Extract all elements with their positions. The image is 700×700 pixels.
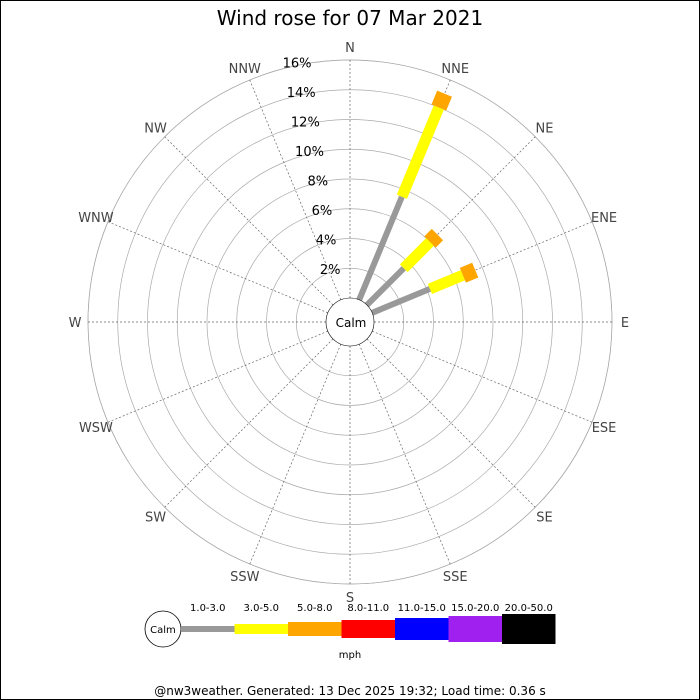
footer-credits: @nw3weather. Generated: 13 Dec 2025 19:3…	[154, 684, 546, 698]
legend-bin-label: 11.0-15.0	[398, 603, 446, 614]
percent-tick-label: 6%	[312, 204, 333, 219]
direction-label-se: SE	[536, 510, 552, 525]
percent-tick-label: 2%	[320, 263, 341, 278]
petal-ne-bin-2	[424, 228, 444, 248]
percent-tick-label: 10%	[295, 145, 324, 160]
direction-label-w: W	[69, 316, 82, 331]
legend-bin-label: 8.0-11.0	[347, 603, 389, 614]
petal-ene-bin-1	[427, 270, 465, 294]
direction-label-wnw: WNW	[78, 211, 114, 226]
direction-label-sse: SSE	[443, 570, 468, 585]
direction-label-e: E	[621, 316, 629, 331]
direction-label-nne: NNE	[441, 62, 469, 77]
legend-bin-label: 5.0-8.0	[297, 603, 332, 614]
grid-circle	[206, 178, 494, 466]
direction-label-ene: ENE	[591, 211, 617, 226]
legend-bar-5	[448, 616, 502, 642]
petal-nne-bin-2	[431, 90, 452, 111]
legend-bin-label: 3.0-5.0	[244, 603, 279, 614]
legend-bar-6	[502, 614, 556, 644]
direction-label-ese: ESE	[592, 421, 617, 436]
direction-labels: N NNE NE ENE E ESE SE SSE S SSW SW WSW W WNW NW NNW	[69, 41, 630, 606]
grid-circle	[147, 119, 553, 525]
legend-bar-3	[341, 620, 395, 638]
speed-legend: Calm 1.0-3.0 3.0-5.0 5.0-8.0 8.0-11.0 11.0-1…	[144, 603, 556, 661]
direction-label-nw: NW	[144, 122, 167, 137]
direction-label-wsw: WSW	[79, 421, 113, 436]
legend-bin-label: 20.0-50.0	[505, 603, 553, 614]
percent-tick-label: 16%	[283, 57, 312, 72]
direction-label-ne: NE	[535, 122, 553, 137]
grid-circle	[266, 238, 434, 406]
legend-bin-label: 1.0-3.0	[190, 603, 225, 614]
calm-circle	[325, 297, 375, 347]
direction-label-ssw: SSW	[230, 570, 260, 585]
legend-bar-0	[181, 626, 235, 632]
legend-bin-label: 15.0-20.0	[451, 603, 499, 614]
direction-label-s: S	[346, 591, 354, 606]
percent-tick-label: 14%	[287, 86, 316, 101]
petal-nne-bin-0	[356, 195, 405, 301]
percent-tick-label: 12%	[291, 115, 320, 130]
wind-petals	[356, 90, 479, 316]
calm-center: Calm	[325, 297, 375, 347]
direction-label-n: N	[345, 41, 355, 56]
percent-tick-label: 4%	[316, 233, 337, 248]
calm-label: Calm	[336, 316, 367, 330]
direction-label-nnw: NNW	[229, 62, 261, 77]
direction-label-sw: SW	[145, 510, 166, 525]
legend-unit-label: mph	[339, 650, 361, 661]
petal-nne-bin-1	[396, 105, 444, 199]
legend-bar-4	[395, 618, 449, 640]
chart-title: Wind rose for 07 Mar 2021	[216, 6, 484, 30]
legend-bars: 1.0-3.0 3.0-5.0 5.0-8.0 8.0-11.0 11.0-15.0 15…	[181, 603, 556, 644]
percent-tick-label: 8%	[307, 174, 328, 189]
legend-bar-1	[234, 624, 288, 634]
petal-ne-bin-0	[364, 266, 406, 308]
percent-labels: 2% 4% 6% 8% 10% 12% 14% 16%	[283, 57, 341, 278]
petal-ene-bin-0	[371, 286, 432, 316]
legend-bar-2	[288, 622, 342, 636]
petal-ne-bin-1	[399, 238, 434, 273]
legend-calm-label: Calm	[150, 625, 176, 636]
petal-ene-bin-2	[459, 262, 479, 283]
